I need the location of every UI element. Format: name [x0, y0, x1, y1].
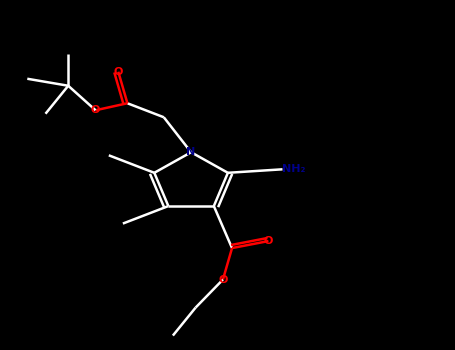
Text: O: O — [218, 274, 228, 285]
Text: O: O — [114, 67, 123, 77]
Text: NH₂: NH₂ — [283, 164, 306, 174]
Text: O: O — [264, 236, 273, 246]
Text: N: N — [187, 147, 196, 157]
Text: O: O — [91, 105, 100, 115]
